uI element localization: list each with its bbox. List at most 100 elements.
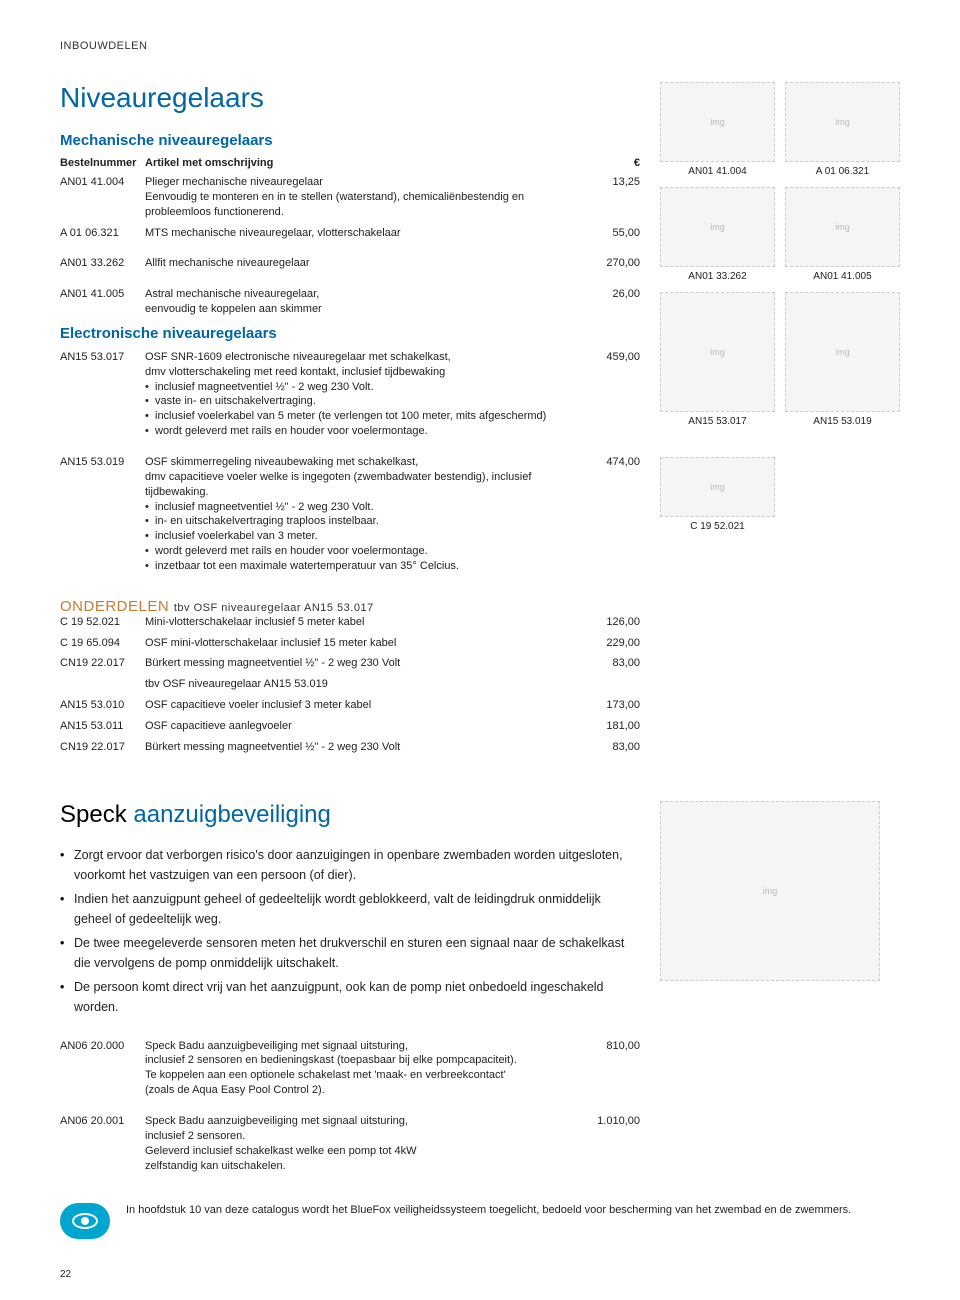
product-price: 126,00 (570, 615, 640, 630)
product-desc: Speck Badu aanzuigbeveiliging met signaa… (145, 1115, 408, 1127)
product-row: AN15 53.017 OSF SNR-1609 electronische n… (60, 350, 640, 439)
product-row: AN15 53.019 OSF skimmerregeling niveaube… (60, 455, 640, 574)
bullet-item: wordt geleverd met rails en houder voor … (145, 544, 550, 559)
product-detail: (zoals de Aqua Easy Pool Control 2). (145, 1084, 325, 1096)
product-desc: Mini-vlotterschakelaar inclusief 5 meter… (145, 615, 570, 630)
product-desc: MTS mechanische niveauregelaar, vlotters… (145, 226, 570, 241)
product-row: AN01 33.262 Allfit mechanische niveaureg… (60, 256, 640, 271)
product-image: img (785, 82, 900, 162)
product-price: 181,00 (570, 719, 640, 734)
product-number: A 01 06.321 (60, 226, 145, 241)
product-row: AN01 41.005 Astral mechanische niveaureg… (60, 287, 640, 317)
bullet-item: wordt geleverd met rails en houder voor … (145, 424, 550, 439)
product-image: img (660, 457, 775, 517)
footer-note-text: In hoofdstuk 10 van deze catalogus wordt… (126, 1203, 851, 1218)
speck-bullet: Indien het aanzuigpunt geheel of gedeelt… (74, 889, 640, 929)
product-number: AN15 53.017 (60, 350, 145, 365)
product-price: 173,00 (570, 698, 640, 713)
subheading-onderdelen: ONDERDELEN tbv OSF niveauregelaar AN15 5… (60, 598, 640, 615)
product-row: A 01 06.321 MTS mechanische niveauregela… (60, 226, 640, 241)
product-image-cell: img AN01 41.004 (660, 82, 775, 177)
section-header: INBOUWDELEN (60, 40, 910, 52)
product-detail: dmv vlotterschakeling met reed kontakt, … (145, 366, 445, 378)
product-number: AN01 41.005 (60, 287, 145, 302)
product-row: CN19 22.017 Bürkert messing magneetventi… (60, 740, 640, 755)
speck-product-image: img (660, 801, 880, 981)
product-row: AN06 20.000 Speck Badu aanzuigbeveiligin… (60, 1039, 640, 1098)
product-price: 270,00 (570, 256, 640, 271)
product-row: C 19 52.021 Mini-vlotterschakelaar inclu… (60, 615, 640, 630)
product-number: CN19 22.017 (60, 656, 145, 671)
product-detail: zelfstandig kan uitschakelen. (145, 1160, 286, 1172)
product-price: 83,00 (570, 656, 640, 671)
product-desc: Plieger mechanische niveauregelaar (145, 176, 323, 188)
product-detail: dmv capacitieve voeler welke is ingegote… (145, 471, 531, 498)
product-desc: Astral mechanische niveauregelaar, (145, 288, 319, 300)
product-desc: Bürkert messing magneetventiel ½" - 2 we… (145, 740, 570, 755)
product-detail: Te koppelen aan een optionele schakelast… (145, 1069, 506, 1081)
product-price: 810,00 (570, 1039, 640, 1054)
product-price: 26,00 (570, 287, 640, 302)
image-caption: A 01 06.321 (816, 166, 869, 177)
product-number: AN06 20.000 (60, 1039, 145, 1054)
speck-bullet: De persoon komt direct vrij van het aanz… (74, 977, 640, 1017)
image-caption: C 19 52.021 (690, 521, 745, 532)
speck-title: Speck aanzuigbeveiliging (60, 801, 640, 829)
product-desc: Bürkert messing magneetventiel ½" - 2 we… (145, 656, 570, 671)
product-detail: inclusief 2 sensoren. (145, 1130, 245, 1142)
product-detail: Eenvoudig te monteren en in te stellen (… (145, 191, 524, 218)
product-detail: eenvoudig te koppelen aan skimmer (145, 303, 322, 315)
product-number: CN19 22.017 (60, 740, 145, 755)
product-image: img (785, 187, 900, 267)
product-price: 83,00 (570, 740, 640, 755)
product-row: C 19 65.094 OSF mini-vlotterschakelaar i… (60, 636, 640, 651)
product-row: AN15 53.011 OSF capacitieve aanlegvoeler… (60, 719, 640, 734)
product-desc: Allfit mechanische niveauregelaar (145, 256, 570, 271)
product-price: 13,25 (570, 175, 640, 190)
product-desc: OSF skimmerregeling niveaubewaking met s… (145, 456, 418, 468)
product-number: AN01 41.004 (60, 175, 145, 190)
product-image: img (660, 82, 775, 162)
product-price: 229,00 (570, 636, 640, 651)
product-price: 1.010,00 (570, 1114, 640, 1129)
image-caption: AN01 41.004 (688, 166, 746, 177)
product-desc: OSF capacitieve voeler inclusief 3 meter… (145, 698, 570, 713)
product-row: AN15 53.010 OSF capacitieve voeler inclu… (60, 698, 640, 713)
bullet-item: inclusief magneetventiel ½" - 2 weg 230 … (145, 500, 550, 515)
product-image: img (660, 187, 775, 267)
product-number: AN15 53.019 (60, 455, 145, 470)
product-detail: inclusief 2 sensoren en bedieningskast (… (145, 1054, 517, 1066)
eye-icon (60, 1203, 110, 1239)
product-image: img (660, 292, 775, 412)
bullet-item: inzetbaar tot een maximale watertemperat… (145, 559, 550, 574)
product-detail: Geleverd inclusief schakelkast welke een… (145, 1145, 416, 1157)
product-number: AN15 53.011 (60, 719, 145, 734)
product-image: img (785, 292, 900, 412)
product-image-cell: img AN15 53.017 (660, 292, 775, 427)
product-row: CN19 22.017 Bürkert messing magneetventi… (60, 656, 640, 671)
image-caption: AN15 53.017 (688, 416, 746, 427)
subheading-onderdelen-2: tbv OSF niveauregelaar AN15 53.019 (60, 677, 640, 692)
product-row: AN01 41.004 Plieger mechanische niveaure… (60, 175, 640, 220)
product-desc: OSF mini-vlotterschakelaar inclusief 15 … (145, 636, 570, 651)
product-image-cell: img A 01 06.321 (785, 82, 900, 177)
product-number: AN01 33.262 (60, 256, 145, 271)
product-number: C 19 65.094 (60, 636, 145, 651)
bullet-item: vaste in- en uitschakelvertraging. (145, 394, 550, 409)
image-caption: AN01 41.005 (813, 271, 871, 282)
image-caption: AN01 33.262 (688, 271, 746, 282)
product-row: AN06 20.001 Speck Badu aanzuigbeveiligin… (60, 1114, 640, 1173)
product-price: 474,00 (570, 455, 640, 470)
subheading-mechanical: Mechanische niveauregelaars (60, 132, 640, 149)
product-price: 459,00 (570, 350, 640, 365)
speck-bullet: Zorgt ervoor dat verborgen risico's door… (74, 845, 640, 885)
product-desc: Speck Badu aanzuigbeveiliging met signaa… (145, 1040, 408, 1052)
product-number: AN15 53.010 (60, 698, 145, 713)
bullet-item: inclusief voelerkabel van 3 meter. (145, 529, 550, 544)
product-image-cell: img AN15 53.019 (785, 292, 900, 427)
subheading-electronic: Electronische niveauregelaars (60, 325, 640, 342)
th-bestelnummer: Bestelnummer (60, 157, 145, 169)
page-title: Niveauregelaars (60, 82, 640, 114)
image-caption: AN15 53.019 (813, 416, 871, 427)
page-number: 22 (60, 1269, 910, 1280)
